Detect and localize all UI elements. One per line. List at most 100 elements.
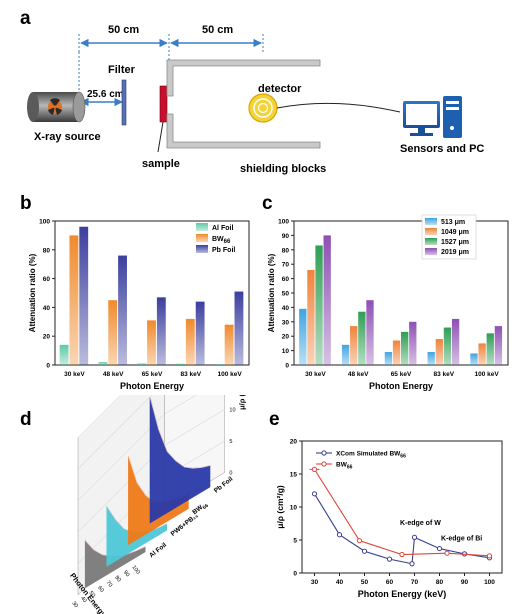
bar-0-0	[299, 308, 307, 365]
x-tick-label: 60	[96, 585, 104, 594]
bar-2-3	[409, 321, 417, 365]
filter-plate	[121, 79, 127, 126]
y-tick-label: 80	[43, 247, 51, 254]
shielding-blocks	[166, 59, 321, 149]
bar-1-1	[350, 326, 358, 365]
x-tick-label: 80	[113, 575, 121, 584]
detector-icon	[248, 93, 278, 123]
grid-line	[77, 395, 197, 501]
grid-line	[77, 395, 153, 470]
bar-3-0	[427, 352, 435, 365]
legend-label-1: BW66	[336, 462, 353, 471]
x-tick-label: 48 keV	[348, 371, 369, 378]
bar-3-2	[443, 327, 452, 365]
shielding-label: shielding blocks	[240, 163, 326, 175]
series-point-1-2	[399, 551, 405, 558]
legend-label-3: 2019 μm	[441, 249, 469, 256]
x-tick-label: 100	[130, 565, 140, 576]
y-tick-label: 15	[290, 472, 298, 479]
z-tick-label: 10	[229, 408, 235, 414]
bar-0-1	[69, 235, 79, 365]
bar-2-2	[401, 331, 409, 365]
x-tick-label: 65 keV	[391, 371, 412, 378]
annotation-kedge-w: K-edge of W	[400, 520, 441, 527]
y-tick-label: 5	[293, 538, 297, 545]
y-tick-label: 20	[290, 439, 298, 446]
x-tick-label: 30 keV	[305, 371, 326, 378]
y-tick-label: 10	[290, 505, 298, 512]
y-axis-label: Attenuation ratio (%)	[28, 253, 37, 332]
x-tick-label: 48 keV	[103, 371, 124, 378]
legend-marker-0	[321, 450, 327, 456]
dist-right-label: 50 cm	[202, 24, 233, 36]
x-tick-label: 90	[122, 570, 130, 579]
sample-label: sample	[142, 158, 180, 170]
series-point-0-1	[336, 532, 343, 538]
bar-4-1	[224, 324, 234, 365]
bar-2-0	[384, 352, 393, 365]
computer-icon	[403, 96, 462, 138]
x-tick-label: 90	[461, 579, 469, 586]
y-tick-label: 40	[43, 305, 51, 312]
panel-label-d: d	[20, 409, 32, 430]
series-label-3: Pb Foil	[213, 476, 235, 495]
x-tick-label: 83 keV	[433, 371, 454, 378]
panel-label-e: e	[269, 409, 280, 430]
legend-swatch-2	[425, 238, 437, 245]
z-tick-label: 0	[229, 471, 232, 477]
series-point-0-0	[311, 491, 318, 497]
legend-label-2: Pb Foil	[212, 247, 235, 254]
annotation-kedge-bi: K-edge of Bi	[441, 536, 482, 543]
x-tick-label: 100 keV	[474, 371, 499, 378]
series-point-1-3	[444, 550, 450, 556]
panel-label-b: b	[20, 193, 32, 214]
series-point-1-4	[486, 553, 493, 559]
bar-3-0	[176, 363, 185, 365]
bar-4-2	[486, 333, 494, 365]
series-point-0-2	[361, 548, 368, 554]
x-tick-label: 50	[361, 579, 369, 586]
bar-3-1	[435, 339, 443, 365]
bar-2-1	[392, 340, 401, 365]
series-point-0-4	[409, 561, 415, 567]
legend-label-1: 1049 μm	[441, 229, 469, 236]
x-tick-label: 30 keV	[64, 371, 85, 378]
x-tick-label: 65 keV	[142, 371, 163, 378]
series-edge-3	[149, 396, 211, 469]
bar-1-2	[358, 311, 366, 365]
legend-label-0: 513 μm	[441, 219, 465, 226]
bar-4-2	[234, 291, 244, 365]
series-line-1	[314, 469, 490, 557]
bar-4-3	[494, 326, 503, 365]
x-tick-label: 40	[79, 595, 87, 604]
x-tick-label: 100	[484, 579, 495, 586]
x-tick-label: 70	[105, 580, 113, 589]
bar-0-0	[59, 344, 69, 365]
y-tick-label: 0	[293, 571, 297, 578]
y-tick-label: 0	[285, 363, 289, 370]
y-tick-label: 90	[282, 233, 290, 240]
z-axis-label: μ/ρ (cm²/g)	[237, 395, 246, 410]
bar-2-1	[147, 320, 156, 365]
y-tick-label: 50	[282, 291, 290, 298]
detector-label: detector	[258, 83, 302, 95]
chart-b: b 0 20 40 60 80 100 30 keV 48 keV 65 keV 83 keV 10…	[20, 193, 250, 391]
chart-e: e 30 40 50 60 70 80 90 100 0 5 10 15 20 XCom Simulate…	[269, 409, 503, 599]
legend-swatch-0	[425, 218, 437, 225]
y-tick-label: 0	[46, 363, 50, 370]
bar-3-3	[451, 318, 460, 365]
legend-marker-1	[321, 461, 327, 467]
bar-1-0	[98, 362, 108, 365]
pc-label: Sensors and PC	[400, 143, 484, 155]
bar-1-3	[366, 300, 374, 365]
x-tick-label: 30	[311, 579, 319, 586]
series-point-0-3	[386, 556, 393, 562]
y-tick-label: 60	[43, 276, 51, 283]
x-axis-label: Photon Energy	[120, 381, 184, 391]
bar-1-1	[108, 300, 118, 365]
legend-label-0: XCom Simulated BW66	[336, 451, 406, 460]
bar-0-2	[79, 226, 89, 365]
y-tick-label: 20	[43, 334, 51, 341]
bar-3-1	[185, 318, 195, 365]
bar-4-1	[478, 343, 486, 365]
